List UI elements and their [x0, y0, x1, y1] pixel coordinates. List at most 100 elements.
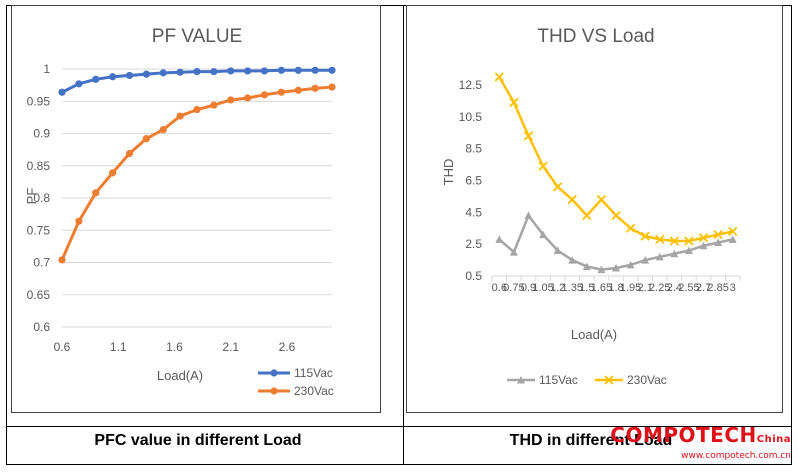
- data-point: [669, 236, 679, 246]
- data-point: [625, 223, 636, 233]
- data-point: [294, 66, 302, 74]
- data-point: [260, 67, 269, 75]
- data-point: [244, 67, 252, 75]
- data-point: [125, 71, 134, 80]
- data-point: [75, 80, 83, 88]
- data-point: [597, 265, 606, 274]
- y-tick-label: 0.75: [27, 223, 51, 237]
- data-point: [538, 161, 548, 171]
- pf-chart: PF VALUE 1 0.95 0.9 0.85 0.8 0.75 0.7 0.65 0.6 0.6…: [24, 26, 336, 398]
- x-tick-label: 2.1: [638, 282, 653, 294]
- data-point: [260, 91, 269, 99]
- data-point: [611, 210, 621, 221]
- data-point: [509, 248, 518, 256]
- legend-swatch-marker: [517, 376, 525, 384]
- x-tick-label: 0.6: [54, 340, 71, 354]
- x-tick-label: 2.6: [279, 340, 296, 354]
- data-point: [553, 182, 563, 192]
- data-point: [159, 126, 167, 134]
- thd-caption: THD in different Load: [509, 432, 673, 449]
- y-axis-label: THD: [441, 159, 456, 186]
- legend-swatch-marker: [270, 369, 278, 377]
- data-point: [684, 246, 693, 255]
- data-point: [176, 68, 184, 76]
- x-tick-label: 1.2: [550, 282, 565, 294]
- data-point: [670, 249, 679, 258]
- data-point: [698, 233, 709, 243]
- x-axis-label: Load(A): [157, 368, 203, 383]
- data-point: [176, 112, 184, 120]
- y-tick-label: 0.65: [27, 288, 51, 302]
- data-point: [641, 256, 650, 264]
- data-point: [728, 235, 737, 243]
- x-tick-label: 1.35: [562, 282, 583, 294]
- y-tick-label: 1: [43, 62, 50, 76]
- y-axis-label: PF: [24, 188, 39, 205]
- column-divider: [403, 6, 404, 464]
- data-point: [524, 211, 533, 219]
- data-point: [294, 86, 302, 94]
- watermark-url: www.compotech.com.cn: [681, 451, 791, 461]
- data-point: [142, 70, 150, 78]
- data-point: [655, 252, 664, 261]
- data-point: [612, 264, 620, 272]
- x-tick-label: 2.25: [649, 282, 670, 294]
- data-point: [109, 169, 117, 177]
- pf-caption: PFC value in different Load: [94, 432, 302, 449]
- y-tick-label: 2.5: [465, 237, 482, 251]
- x-tick-label: 3: [730, 282, 736, 294]
- data-point: [58, 88, 66, 96]
- y-tick-label: 8.5: [465, 142, 482, 156]
- legend-label: 230Vac: [627, 373, 667, 387]
- x-tick-label: 2.85: [707, 282, 728, 294]
- data-point: [582, 210, 592, 221]
- data-point: [539, 230, 548, 239]
- legend-label: 115Vac: [294, 366, 333, 380]
- data-point: [699, 241, 708, 250]
- data-point: [159, 69, 167, 77]
- data-point: [328, 83, 336, 91]
- data-point: [655, 234, 665, 245]
- watermark-brand: COMPOTECHChina: [610, 423, 791, 447]
- y-tick-label: 10.5: [459, 110, 483, 124]
- data-point: [227, 67, 235, 75]
- x-tick-label: 2.7: [696, 282, 711, 294]
- data-point: [567, 194, 577, 205]
- y-tick-label: 0.95: [27, 94, 51, 108]
- data-point: [684, 236, 694, 246]
- data-point: [523, 131, 534, 141]
- data-point: [210, 101, 218, 109]
- data-point: [193, 106, 201, 114]
- data-point: [568, 256, 577, 264]
- data-point: [640, 231, 650, 241]
- y-tick-label: 0.9: [33, 127, 50, 141]
- data-point: [311, 66, 319, 74]
- data-point: [75, 217, 83, 225]
- x-tick-label: 1.1: [110, 340, 127, 354]
- data-point: [328, 66, 336, 74]
- data-point: [495, 235, 504, 243]
- y-tick-label: 0.7: [33, 256, 50, 270]
- x-tick-label: 0.75: [503, 282, 524, 294]
- x-tick-label: 2.55: [678, 282, 699, 294]
- y-tick-label: 0.5: [465, 269, 482, 283]
- y-tick-label: 0.85: [27, 159, 51, 173]
- x-tick-label: 1.95: [620, 282, 641, 294]
- data-point: [277, 66, 285, 74]
- legend-label: 230Vac: [294, 384, 334, 398]
- chart-title: PF VALUE: [152, 26, 242, 47]
- watermark-brand-suffix: China: [756, 434, 791, 445]
- chart-title: THD VS Load: [537, 26, 654, 47]
- legend-swatch-marker: [270, 387, 278, 395]
- data-point: [142, 135, 150, 143]
- x-tick-label: 0.9: [521, 282, 536, 294]
- caption-divider: [7, 426, 791, 427]
- series-line-115Vac: [498, 214, 733, 271]
- x-tick-label: 1.65: [591, 282, 612, 294]
- data-point: [109, 73, 117, 81]
- y-tick-label: 0.6: [33, 320, 50, 334]
- data-point: [227, 96, 235, 104]
- y-tick-label: 4.5: [465, 205, 482, 219]
- data-point: [58, 256, 66, 264]
- data-point: [494, 72, 504, 82]
